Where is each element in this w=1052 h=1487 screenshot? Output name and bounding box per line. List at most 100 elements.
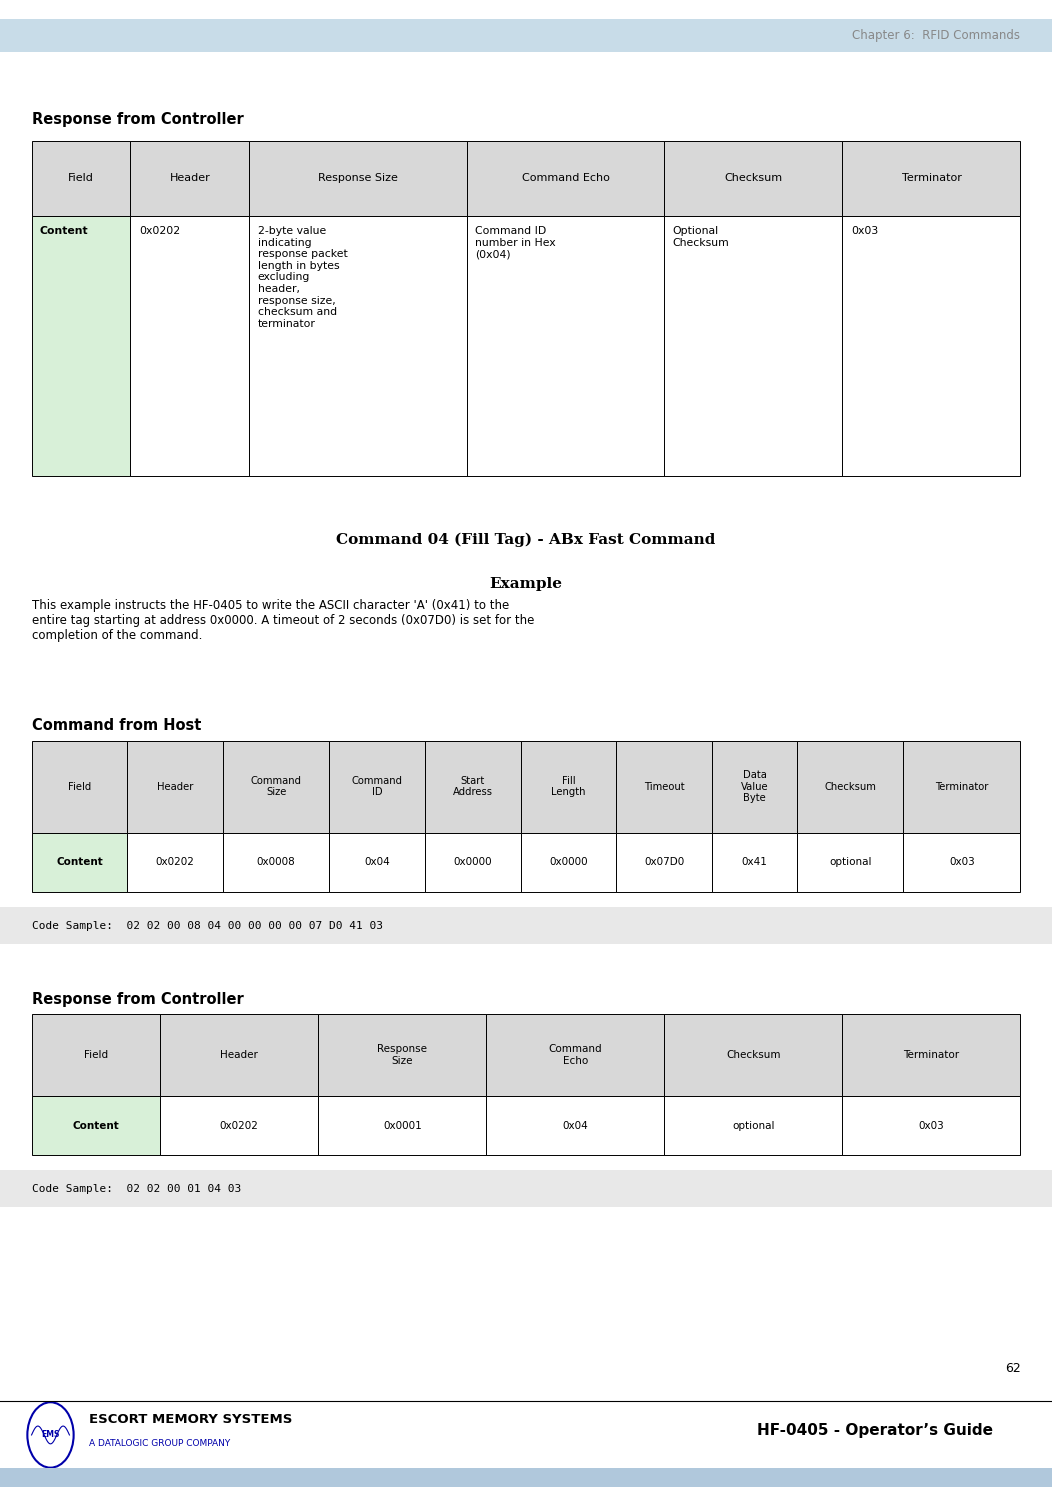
Text: optional: optional (829, 858, 871, 867)
Text: Header: Header (220, 1050, 258, 1060)
FancyBboxPatch shape (467, 141, 665, 216)
FancyBboxPatch shape (843, 141, 1020, 216)
FancyBboxPatch shape (160, 1014, 319, 1096)
FancyBboxPatch shape (329, 833, 425, 892)
Text: EMS: EMS (41, 1430, 60, 1439)
FancyBboxPatch shape (223, 833, 329, 892)
FancyBboxPatch shape (616, 833, 712, 892)
FancyBboxPatch shape (797, 741, 904, 833)
FancyBboxPatch shape (130, 216, 249, 476)
Text: Command
ID: Command ID (351, 776, 403, 797)
FancyBboxPatch shape (0, 1170, 1052, 1207)
Text: Data
Value
Byte: Data Value Byte (741, 770, 768, 803)
Text: Response Size: Response Size (318, 174, 398, 183)
Text: A DATALOGIC GROUP COMPANY: A DATALOGIC GROUP COMPANY (89, 1439, 230, 1448)
Text: Chapter 6:  RFID Commands: Chapter 6: RFID Commands (852, 30, 1020, 42)
Text: optional: optional (732, 1121, 774, 1130)
FancyBboxPatch shape (127, 833, 223, 892)
Text: Checksum: Checksum (725, 174, 783, 183)
FancyBboxPatch shape (843, 216, 1020, 476)
Text: 0x0202: 0x0202 (220, 1121, 259, 1130)
Text: Command Echo: Command Echo (522, 174, 609, 183)
FancyBboxPatch shape (32, 216, 130, 476)
Text: Content: Content (56, 858, 103, 867)
Text: 2-byte value
indicating
response packet
length in bytes
excluding
header,
respon: 2-byte value indicating response packet … (258, 226, 347, 329)
FancyBboxPatch shape (249, 141, 467, 216)
Text: Checksum: Checksum (726, 1050, 781, 1060)
Text: 62: 62 (1005, 1362, 1020, 1375)
Text: Terminator: Terminator (904, 1050, 959, 1060)
FancyBboxPatch shape (712, 741, 797, 833)
Text: Field: Field (84, 1050, 108, 1060)
Text: Optional
Checksum: Optional Checksum (673, 226, 730, 248)
FancyBboxPatch shape (843, 1014, 1020, 1096)
Text: Field: Field (68, 174, 94, 183)
FancyBboxPatch shape (797, 833, 904, 892)
FancyBboxPatch shape (665, 1014, 843, 1096)
FancyBboxPatch shape (0, 1468, 1052, 1487)
Text: Response from Controller: Response from Controller (32, 112, 243, 126)
FancyBboxPatch shape (160, 1096, 319, 1155)
Text: Terminator: Terminator (902, 174, 962, 183)
Text: 0x0001: 0x0001 (383, 1121, 422, 1130)
Text: Header: Header (157, 782, 194, 791)
Text: 0x0008: 0x0008 (257, 858, 296, 867)
Text: 0x04: 0x04 (364, 858, 390, 867)
Text: 0x0000: 0x0000 (549, 858, 588, 867)
Text: Command
Echo: Command Echo (549, 1044, 602, 1066)
FancyBboxPatch shape (467, 216, 665, 476)
FancyBboxPatch shape (130, 141, 249, 216)
Text: Code Sample:  02 02 00 01 04 03: Code Sample: 02 02 00 01 04 03 (32, 1184, 241, 1194)
Text: ESCORT MEMORY SYSTEMS: ESCORT MEMORY SYSTEMS (89, 1413, 292, 1426)
FancyBboxPatch shape (223, 741, 329, 833)
FancyBboxPatch shape (712, 833, 797, 892)
FancyBboxPatch shape (616, 741, 712, 833)
FancyBboxPatch shape (425, 741, 521, 833)
FancyBboxPatch shape (249, 216, 467, 476)
FancyBboxPatch shape (665, 141, 843, 216)
Text: 0x0202: 0x0202 (139, 226, 180, 236)
FancyBboxPatch shape (32, 141, 130, 216)
FancyBboxPatch shape (127, 741, 223, 833)
FancyBboxPatch shape (521, 741, 616, 833)
Text: Response from Controller: Response from Controller (32, 992, 243, 1007)
FancyBboxPatch shape (0, 907, 1052, 944)
Text: Command
Size: Command Size (250, 776, 302, 797)
Text: This example instructs the HF-0405 to write the ASCII character 'A' (0x41) to th: This example instructs the HF-0405 to wr… (32, 599, 534, 642)
Text: Command 04 (Fill Tag) - ABx Fast Command: Command 04 (Fill Tag) - ABx Fast Command (337, 532, 715, 547)
FancyBboxPatch shape (0, 19, 1052, 52)
Text: Response
Size: Response Size (378, 1044, 427, 1066)
FancyBboxPatch shape (32, 1014, 160, 1096)
Text: 0x0000: 0x0000 (453, 858, 492, 867)
FancyBboxPatch shape (32, 833, 127, 892)
FancyBboxPatch shape (665, 1096, 843, 1155)
Text: Content: Content (40, 226, 88, 236)
FancyBboxPatch shape (486, 1014, 665, 1096)
Text: Field: Field (67, 782, 92, 791)
FancyBboxPatch shape (32, 741, 127, 833)
Text: 0x03: 0x03 (949, 858, 975, 867)
Text: Header: Header (169, 174, 210, 183)
Text: Start
Address: Start Address (452, 776, 492, 797)
FancyBboxPatch shape (521, 833, 616, 892)
Text: Code Sample:  02 02 00 08 04 00 00 00 00 07 D0 41 03: Code Sample: 02 02 00 08 04 00 00 00 00 … (32, 920, 383, 931)
FancyBboxPatch shape (486, 1096, 665, 1155)
Text: 0x07D0: 0x07D0 (644, 858, 685, 867)
Text: Command ID
number in Hex
(0x04): Command ID number in Hex (0x04) (476, 226, 555, 259)
Text: Example: Example (489, 577, 563, 590)
FancyBboxPatch shape (319, 1014, 486, 1096)
Text: 0x04: 0x04 (563, 1121, 588, 1130)
FancyBboxPatch shape (904, 833, 1020, 892)
Text: 0x0202: 0x0202 (156, 858, 195, 867)
Text: 0x03: 0x03 (851, 226, 878, 236)
Text: Terminator: Terminator (935, 782, 989, 791)
Text: Command from Host: Command from Host (32, 718, 201, 733)
Text: Checksum: Checksum (825, 782, 876, 791)
Text: Timeout: Timeout (644, 782, 685, 791)
Text: 0x03: 0x03 (918, 1121, 945, 1130)
Text: Fill
Length: Fill Length (551, 776, 586, 797)
FancyBboxPatch shape (319, 1096, 486, 1155)
FancyBboxPatch shape (843, 1096, 1020, 1155)
FancyBboxPatch shape (425, 833, 521, 892)
Text: Content: Content (73, 1121, 119, 1130)
